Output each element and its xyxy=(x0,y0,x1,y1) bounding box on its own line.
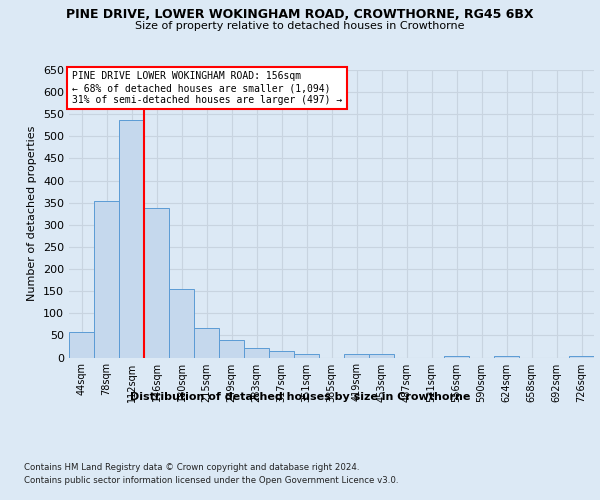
Text: Contains HM Land Registry data © Crown copyright and database right 2024.: Contains HM Land Registry data © Crown c… xyxy=(24,462,359,471)
Bar xyxy=(244,348,269,358)
Bar xyxy=(494,356,519,358)
Bar xyxy=(444,356,469,358)
Y-axis label: Number of detached properties: Number of detached properties xyxy=(28,126,37,302)
Text: PINE DRIVE LOWER WOKINGHAM ROAD: 156sqm
← 68% of detached houses are smaller (1,: PINE DRIVE LOWER WOKINGHAM ROAD: 156sqm … xyxy=(71,72,342,104)
Bar xyxy=(369,354,394,358)
Bar xyxy=(294,354,319,358)
Bar xyxy=(219,340,244,357)
Text: Size of property relative to detached houses in Crowthorne: Size of property relative to detached ho… xyxy=(135,21,465,31)
Text: Distribution of detached houses by size in Crowthorne: Distribution of detached houses by size … xyxy=(130,392,470,402)
Bar xyxy=(269,351,294,358)
Bar xyxy=(569,356,594,358)
Text: Contains public sector information licensed under the Open Government Licence v3: Contains public sector information licen… xyxy=(24,476,398,485)
Bar xyxy=(69,332,94,357)
Bar xyxy=(344,354,369,358)
Bar xyxy=(144,208,169,358)
Text: PINE DRIVE, LOWER WOKINGHAM ROAD, CROWTHORNE, RG45 6BX: PINE DRIVE, LOWER WOKINGHAM ROAD, CROWTH… xyxy=(66,8,534,20)
Bar xyxy=(94,201,119,358)
Bar xyxy=(194,328,219,358)
Bar xyxy=(169,289,194,358)
Bar xyxy=(119,120,144,358)
